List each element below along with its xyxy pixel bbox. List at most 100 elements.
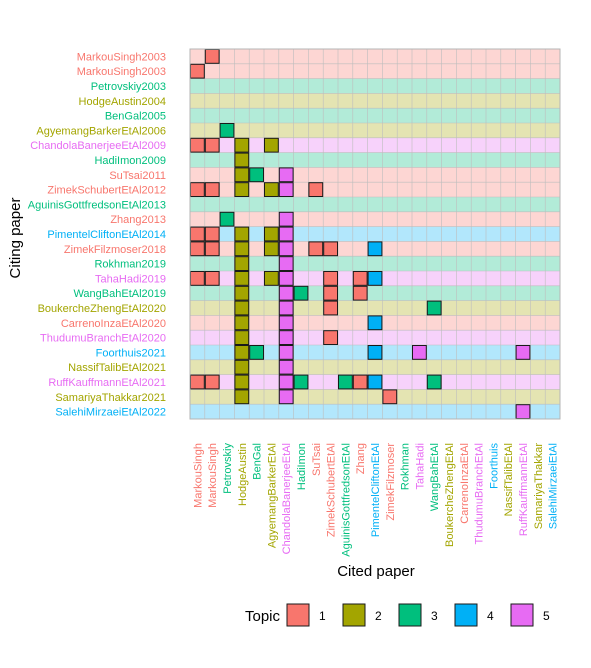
citation-cell: [426, 374, 442, 390]
citation-cell: [190, 271, 205, 286]
citation-cell: [234, 226, 250, 242]
citation-cell: [293, 285, 309, 301]
citation-cell: [278, 211, 294, 227]
citation-cell: [234, 256, 250, 272]
row-band: [190, 152, 560, 168]
y-tick-label: WangBahEtAl2019: [73, 288, 166, 300]
citation-cell: [278, 359, 294, 375]
legend-label: 5: [543, 609, 550, 623]
x-tick-label: PimentelCliftonEtAl: [370, 443, 382, 537]
citation-cell: [190, 226, 205, 242]
y-tick-label: ZimekSchubertEtAl2012: [47, 185, 166, 197]
citation-cell: [338, 374, 353, 390]
x-tick-label: ThudumuBranchEtAl: [474, 443, 486, 545]
citation-cell: [190, 137, 205, 153]
citation-cell: [204, 137, 220, 153]
y-tick-label: SuTsai2011: [109, 170, 166, 182]
x-tick-label: Rokhman: [400, 443, 412, 490]
y-tick-label: MarkouSingh2003: [77, 66, 166, 78]
citation-cell: [278, 330, 294, 346]
y-tick-label: ChandolaBanerjeeEtAl2009: [30, 140, 166, 152]
row-band: [190, 49, 560, 64]
citation-cell: [352, 374, 368, 390]
x-tick-label: AgyemangBarkerEtAl: [266, 443, 278, 548]
row-band: [190, 404, 560, 419]
citation-cell: [352, 271, 368, 286]
x-tick-label: BenGal: [252, 443, 264, 480]
x-tick-label: Zhang: [355, 443, 367, 474]
x-tick-label: HodgeAustin: [237, 443, 249, 506]
y-tick-label: Rokhman2019: [94, 259, 166, 271]
citation-cell: [278, 315, 294, 331]
row-band: [190, 78, 560, 94]
citation-cell: [190, 182, 205, 197]
row-band: [190, 137, 560, 153]
citation-cell: [264, 137, 279, 153]
y-tick-label: ThudumuBranchEtAl2020: [40, 333, 166, 345]
x-tick-label: ChandolaBanerjeeEtAl: [281, 443, 293, 554]
x-tick-label: MarkouSingh: [192, 443, 204, 508]
x-tick-label: SalehiMirzaeiEtAl: [548, 443, 560, 529]
y-tick-label: NassifTalibEtAl2021: [68, 362, 166, 374]
row-band: [190, 93, 560, 109]
citation-cell: [204, 271, 220, 286]
y-tick-label: HadiImon2009: [94, 155, 166, 167]
citation-cell: [367, 345, 383, 360]
citation-cell: [367, 271, 383, 286]
citation-cell: [278, 345, 294, 360]
citation-cell: [264, 182, 279, 197]
citation-cells: [190, 49, 531, 420]
citation-cell: [249, 345, 264, 360]
y-tick-labels: MarkouSingh2003 MarkouSingh2003 Petrovskiy…: [28, 51, 166, 418]
citation-cell: [234, 300, 250, 316]
legend-swatch: [398, 603, 422, 627]
citation-cell: [264, 241, 279, 257]
x-tick-label: RuffKauffmannEtAl: [518, 443, 530, 536]
legend-label: 4: [487, 609, 494, 623]
citation-cell: [234, 271, 250, 286]
legend-swatch: [286, 603, 310, 627]
y-tick-label: CarrenoInzaEtAl2020: [61, 318, 166, 330]
y-tick-label: TahaHadi2019: [95, 273, 166, 285]
citation-cell: [264, 271, 279, 286]
citation-cell: [515, 404, 531, 420]
citation-cell: [278, 241, 294, 257]
y-tick-label: SamariyaThakkar2021: [55, 392, 166, 404]
x-tick-label: TahaHadi: [414, 443, 426, 489]
row-band: [190, 197, 560, 212]
y-tick-label: Foorthuis2021: [96, 347, 166, 359]
citation-cell: [264, 226, 279, 242]
citation-cell: [234, 182, 250, 197]
citation-cell: [219, 123, 235, 138]
citation-cell: [234, 152, 250, 168]
x-tick-label: CarrenoInzaEtAl: [459, 443, 471, 524]
citation-cell: [278, 271, 294, 286]
citation-cell: [323, 300, 339, 316]
citation-cell: [204, 182, 220, 197]
citation-cell: [278, 389, 294, 405]
citation-cell: [323, 285, 339, 301]
citation-cell: [278, 256, 294, 272]
citation-cell: [293, 374, 309, 390]
x-tick-label: Petrovskiy: [222, 443, 234, 494]
y-tick-label: SalehiMirzaeiEtAl2022: [55, 407, 166, 419]
citation-cell: [234, 167, 250, 183]
citation-cell: [234, 389, 250, 405]
x-tick-label: AguinisGottfredsonEtAl: [340, 443, 352, 557]
x-tick-label: SamariyaThakkar: [533, 443, 545, 530]
y-tick-label: PimentelCliftonEtAl2014: [47, 229, 166, 241]
x-axis-title: Cited paper: [337, 563, 415, 580]
citation-cell: [204, 49, 220, 64]
citation-cell: [190, 241, 205, 257]
citation-cell: [367, 241, 383, 257]
legend-label: 2: [375, 609, 382, 623]
legend-swatch: [454, 603, 478, 627]
citation-cell: [367, 315, 383, 331]
citation-cell: [278, 167, 294, 183]
citation-cell: [367, 374, 383, 390]
citation-cell: [412, 345, 427, 360]
row-band: [190, 63, 560, 79]
citation-cell: [382, 389, 398, 405]
legend-label: 1: [319, 609, 326, 623]
